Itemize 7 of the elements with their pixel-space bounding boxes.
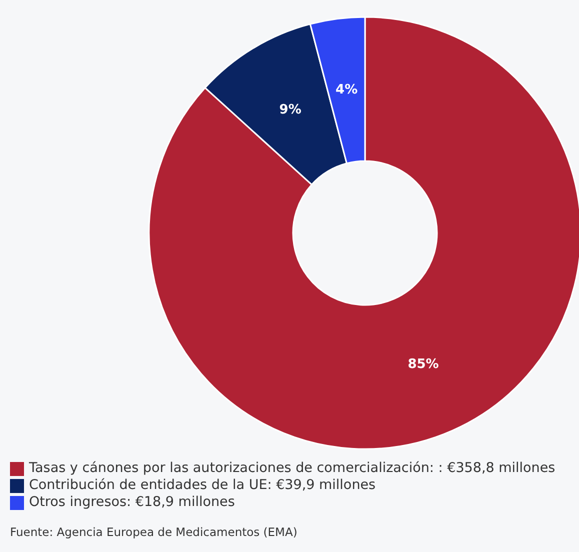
data-label: 85%: [408, 357, 439, 372]
legend-label: Tasas y cánones por las autorizaciones de comercialización: : €358,8 millones: [29, 460, 556, 477]
source-note: Fuente: Agencia Europea de Medicamentos (EMA): [9, 524, 298, 539]
legend-label: Otros ingresos: €18,9 millones: [29, 494, 235, 511]
legend-label: Contribución de entidades de la UE: €39,9 millones: [29, 477, 376, 494]
data-label: 4%: [336, 82, 358, 98]
data-label: 9%: [279, 102, 302, 118]
